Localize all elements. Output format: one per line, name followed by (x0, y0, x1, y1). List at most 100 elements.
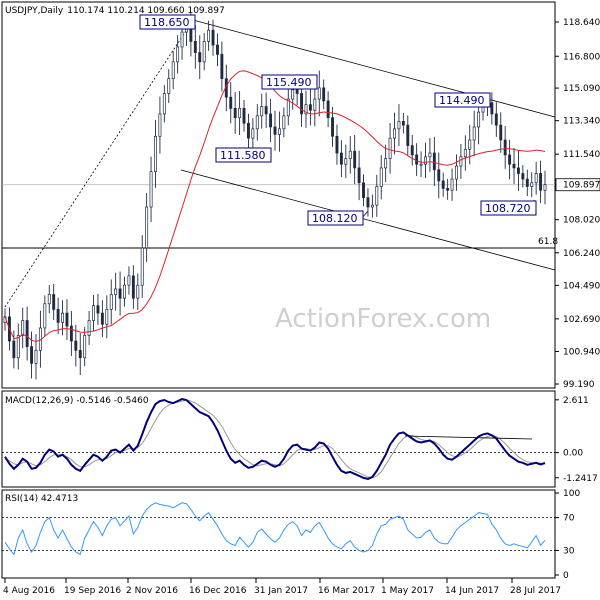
candle-body (246, 122, 250, 139)
price-label-text: 114.490 (439, 94, 485, 107)
candle-body (180, 31, 184, 48)
candle-body (264, 106, 268, 115)
macd-divergence-line (404, 435, 533, 440)
candle-body (401, 121, 405, 126)
candle-body (534, 173, 538, 184)
price-label-box: 111.580 (215, 147, 272, 163)
candle-body (326, 100, 330, 119)
candle-body (419, 163, 423, 166)
candle-body (136, 284, 140, 299)
candle-body (379, 167, 383, 187)
candle-body (370, 204, 374, 208)
time-tick-label: 19 Sep 2016 (64, 586, 121, 596)
rsi-tick-label: 0 (563, 571, 569, 581)
current-price-box (555, 178, 600, 192)
candle-body (96, 305, 100, 314)
candle-body (83, 335, 87, 359)
candle-body (198, 52, 202, 63)
candle-body (415, 154, 419, 165)
rsi-panel-frame (1, 489, 556, 579)
candle-body (362, 182, 365, 199)
price-tick-label: 118.640 (563, 18, 600, 28)
price-label-text: 118.650 (144, 16, 190, 29)
candle-body (366, 197, 370, 208)
price-label-text: 108.120 (312, 212, 358, 225)
macd-line (4, 397, 546, 480)
candle-body (56, 309, 60, 323)
candle-body (525, 178, 529, 187)
candle-body (61, 312, 64, 323)
candle-body (300, 93, 304, 115)
macd-header: MACD(12,26,9) -0.5146 -0.5460 (5, 396, 149, 406)
rsi-line (4, 502, 546, 556)
candle-body (357, 167, 361, 184)
time-tick-label: 28 Jul 2017 (510, 586, 561, 596)
candle-body (393, 128, 396, 139)
candle-body (273, 126, 277, 135)
candle-body (521, 173, 525, 180)
candle-body (74, 340, 78, 351)
rsi-tick-label: 70 (563, 514, 575, 524)
candle-body (216, 44, 219, 55)
price-tick-label: 104.490 (563, 281, 600, 291)
candle-body (428, 152, 432, 158)
candle-body (100, 312, 104, 325)
candle-body (109, 294, 113, 310)
time-tick-label: 31 Jan 2017 (254, 586, 308, 596)
candle-body (140, 247, 144, 286)
candle-body (251, 128, 255, 139)
candle-body (335, 135, 339, 154)
rsi-tick-label: 30 (563, 546, 575, 556)
candle-body (348, 150, 352, 159)
candle-body (344, 158, 348, 165)
ohlc-label: 110.174 110.214 109.660 109.897 (67, 6, 224, 16)
macd-tick-label: 0.00 (563, 449, 583, 459)
price-tick-label: 115.090 (563, 84, 600, 94)
time-tick-label: 16 Mar 2017 (318, 586, 375, 596)
price-tick-label: 106.240 (563, 249, 600, 259)
candle-body (286, 98, 290, 117)
candle-body (339, 152, 343, 165)
macd-tick-label: 2.611 (563, 396, 589, 406)
candle-body (52, 294, 56, 310)
label-box-frame (434, 92, 491, 108)
candle-body (455, 165, 458, 180)
candle-body (277, 128, 281, 135)
candle-body (43, 303, 47, 329)
price-annotations: 118.650 115.490 111.580 114.490 108.120 108.7… (139, 14, 537, 226)
candle-body (92, 305, 95, 321)
time-tick-label: 2 Nov 2016 (126, 586, 178, 596)
candle-body (406, 124, 410, 146)
candle-body (437, 169, 441, 182)
price-label-box: 118.650 (139, 14, 196, 30)
candle-body (87, 320, 91, 336)
macd-tick-label: -1.2417 (563, 474, 598, 484)
candle-body (158, 113, 162, 137)
candle-body (229, 96, 233, 109)
trend-channel (4, 19, 556, 308)
price-tick-label: 113.340 (563, 117, 600, 127)
price-grid: 61.8 (2, 184, 558, 249)
price-tick-label: 111.540 (563, 150, 600, 160)
channel-lower-line (180, 169, 556, 271)
candle-body (446, 188, 450, 191)
candle-body (193, 41, 197, 53)
price-tick-label: 100.940 (563, 347, 600, 357)
candle-body (238, 108, 242, 119)
label-box-frame (261, 74, 318, 90)
candle-body (508, 154, 512, 165)
rsi-grid (2, 517, 555, 551)
candle-body (375, 186, 379, 206)
candle-body (118, 288, 122, 299)
candle-body (16, 335, 20, 359)
channel-upper-line (192, 19, 556, 118)
candle-body (432, 152, 436, 171)
candle-body (260, 106, 264, 117)
candle-body (490, 102, 494, 115)
rsi-axis: 100 70 30 0 (555, 489, 580, 581)
time-axis: 4 Aug 2016 19 Sep 2016 2 Nov 2016 16 Dec 20… (3, 578, 561, 596)
candle-body (424, 156, 427, 165)
rsi-tick-label: 100 (563, 489, 580, 499)
chart-header: USDJPY,Daily 110.174 110.214 109.660 109.… (5, 6, 225, 16)
price-axis: 118.640 116.800 115.090 113.340 111.540 109.8… (555, 18, 600, 390)
